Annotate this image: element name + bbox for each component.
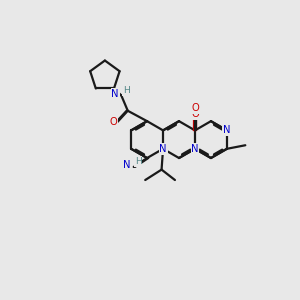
Text: N: N [123, 160, 131, 170]
Text: N: N [191, 144, 199, 154]
Text: O: O [191, 103, 199, 113]
Text: O: O [110, 117, 117, 127]
Text: N: N [159, 144, 167, 154]
Text: N: N [223, 125, 231, 135]
Text: O: O [191, 109, 199, 119]
Text: H: H [135, 157, 142, 166]
Text: N: N [111, 88, 119, 98]
Text: H: H [123, 86, 130, 95]
